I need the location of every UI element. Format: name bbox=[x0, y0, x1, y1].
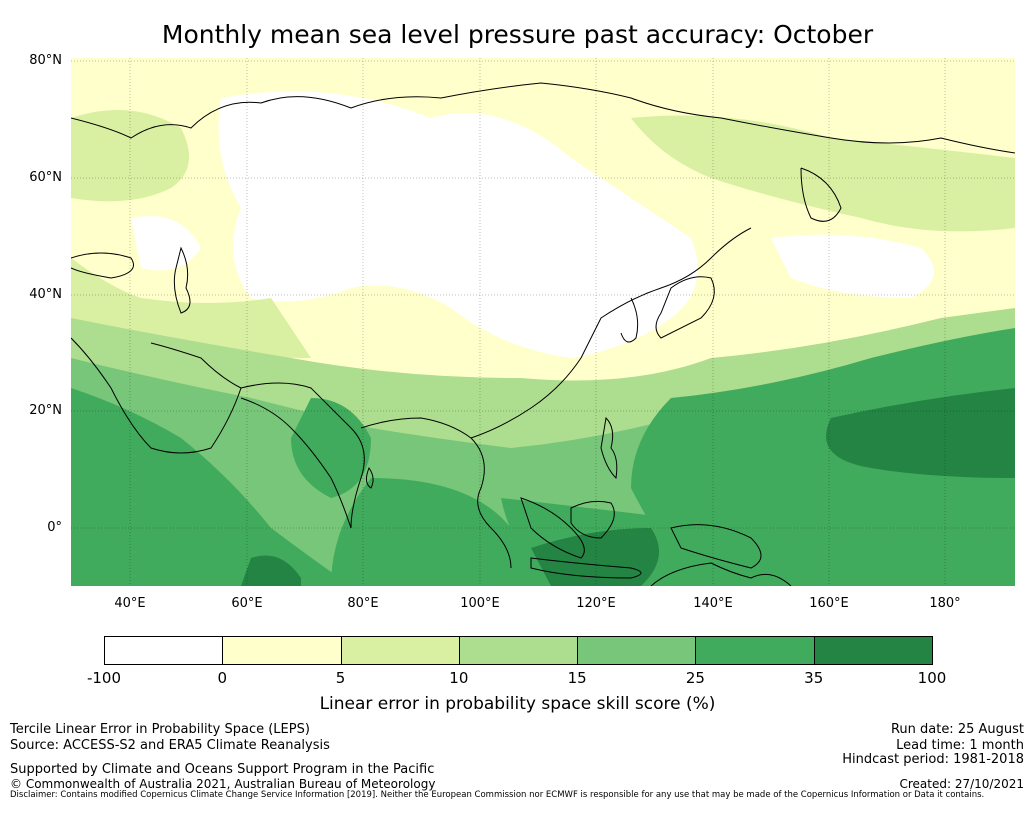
lon-label: 140°E bbox=[693, 596, 733, 611]
skill-region-white bbox=[218, 91, 698, 359]
lat-label: 20°N bbox=[29, 403, 62, 418]
colorbar-tick-label: 25 bbox=[685, 669, 705, 687]
colorbar-tick-label: -100 bbox=[86, 669, 122, 687]
colorbar-tick-label: 15 bbox=[567, 669, 587, 687]
colorbar bbox=[104, 636, 933, 665]
skill-region-green4 bbox=[531, 528, 659, 586]
footer-copyright: © Commonwealth of Australia 2021, Austra… bbox=[10, 777, 436, 791]
skill-region-green3 bbox=[291, 398, 371, 498]
coastlines bbox=[71, 82, 1015, 586]
colorbar-tick-label: 10 bbox=[449, 669, 469, 687]
footer-run-date: Run date: 25 August bbox=[890, 722, 1024, 737]
colorbar-segment bbox=[458, 636, 578, 665]
footer-lead-time: Lead time: 1 month bbox=[896, 738, 1024, 753]
colorbar-segment bbox=[222, 636, 341, 665]
lon-label: 160°E bbox=[809, 596, 849, 611]
lon-label: 60°E bbox=[231, 596, 263, 611]
skill-region-white bbox=[131, 216, 201, 271]
footer-supported: Supported by Climate and Oceans Support … bbox=[10, 762, 435, 777]
colorbar-segment bbox=[813, 636, 933, 665]
colorbar-tick-label: 35 bbox=[804, 669, 824, 687]
footer-method: Tercile Linear Error in Probability Spac… bbox=[10, 722, 310, 737]
skill-region-green4 bbox=[241, 555, 301, 586]
lon-label: 40°E bbox=[114, 596, 146, 611]
lon-label: 120°E bbox=[576, 596, 616, 611]
colorbar-tick-label: 100 bbox=[917, 669, 947, 687]
gridlines bbox=[71, 58, 1015, 586]
disclaimer: Disclaimer: Contains modified Copernicus… bbox=[10, 790, 985, 800]
skill-region-lightgreen bbox=[71, 110, 189, 202]
colorbar-segment bbox=[695, 636, 814, 665]
lat-label: 0° bbox=[47, 520, 62, 535]
colorbar-tick-label: 5 bbox=[335, 669, 346, 687]
lon-label: 100°E bbox=[460, 596, 500, 611]
colorbar-segment bbox=[104, 636, 223, 665]
skill-region-green4 bbox=[826, 388, 1015, 478]
footer-source: Source: ACCESS-S2 and ERA5 Climate Reana… bbox=[10, 738, 330, 753]
lat-label: 40°N bbox=[29, 287, 62, 302]
skill-region-lightgreen bbox=[631, 115, 1015, 232]
footer-created: Created: 27/10/2021 bbox=[899, 777, 1024, 791]
lat-label: 60°N bbox=[29, 170, 62, 185]
colorbar-label: Linear error in probability space skill … bbox=[319, 694, 716, 714]
map-title: Monthly mean sea level pressure past acc… bbox=[161, 20, 874, 49]
colorbar-segment bbox=[577, 636, 696, 665]
lon-label: 80°E bbox=[347, 596, 379, 611]
colorbar-tick-label: 0 bbox=[217, 669, 228, 687]
footer-hindcast: Hindcast period: 1981-2018 bbox=[842, 752, 1024, 767]
colorbar-segment bbox=[340, 636, 459, 665]
skill-region-green3 bbox=[331, 478, 571, 586]
skill-region-green3 bbox=[631, 328, 1015, 586]
map-area bbox=[71, 58, 1015, 586]
lat-label: 80°N bbox=[29, 53, 62, 68]
lon-label: 180° bbox=[929, 596, 961, 611]
skill-score-map bbox=[71, 58, 1015, 586]
skill-region-white bbox=[771, 234, 934, 298]
